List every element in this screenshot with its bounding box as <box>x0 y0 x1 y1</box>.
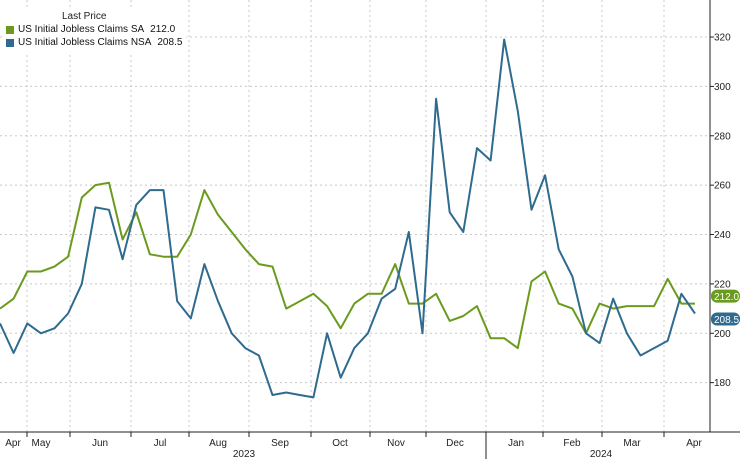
x-tick-label: Mar <box>623 438 641 449</box>
year-label-2023: 2023 <box>233 449 256 459</box>
year-label-2024: 2024 <box>590 449 613 459</box>
y-axis: 180 200 220 240 260 280 300 320 <box>710 33 731 389</box>
x-tick-label: Sep <box>271 438 289 449</box>
y-tick-label: 200 <box>714 329 731 340</box>
x-tick-label: Jun <box>92 438 108 449</box>
x-tick-label: Feb <box>563 438 581 449</box>
legend-value-sa: 212.0 <box>150 24 176 35</box>
last-value-text: 208.5 <box>714 315 739 326</box>
last-value-tag-nsa: 208.5 <box>711 312 740 326</box>
legend-swatch-sa <box>6 25 14 34</box>
y-tick-label: 320 <box>714 33 731 44</box>
y-tick-label: 280 <box>714 131 731 142</box>
last-value-bg <box>711 289 740 303</box>
y-tick-label: 300 <box>714 82 731 93</box>
y-tick-label: 260 <box>714 181 731 192</box>
legend: Last Price US Initial Jobless Claims SA … <box>4 8 187 52</box>
x-tick-label: Apr <box>686 438 702 449</box>
gridlines <box>0 0 710 432</box>
legend-label-nsa: US Initial Jobless Claims NSA <box>18 37 152 48</box>
x-tick-label: May <box>32 438 51 449</box>
y-tick-label: 180 <box>714 378 731 389</box>
legend-label-sa: US Initial Jobless Claims SA <box>18 24 145 35</box>
x-tick-label: Aug <box>209 438 227 449</box>
x-tick-label: Dec <box>446 438 464 449</box>
legend-title: Last Price <box>62 11 107 22</box>
last-value-labels: 212.0 208.5 <box>711 289 740 326</box>
legend-item-sa: US Initial Jobless Claims SA 212.0 <box>6 23 182 36</box>
legend-item-nsa: US Initial Jobless Claims NSA 208.5 <box>6 36 182 49</box>
y-tick-label: 240 <box>714 230 731 241</box>
x-tick-label: Jul <box>154 438 167 449</box>
last-value-tag-sa: 212.0 <box>711 289 740 303</box>
x-axis: Apr May Jun Jul Aug Sep Oct Nov Dec Jan Feb Mar Apr 2… <box>5 432 702 459</box>
last-value-bg <box>711 312 740 326</box>
series-line-sa <box>0 181 695 350</box>
y-tick-label: 220 <box>714 279 731 290</box>
x-tick-label: Jan <box>508 438 524 449</box>
series-lines <box>0 38 696 399</box>
x-tick-label: Nov <box>387 438 405 449</box>
legend-swatch-nsa <box>6 38 14 47</box>
legend-value-nsa: 208.5 <box>157 37 183 48</box>
series-line-nsa <box>0 38 696 399</box>
x-tick-label: Apr <box>5 438 21 449</box>
last-value-text: 212.0 <box>714 292 739 303</box>
x-tick-label: Oct <box>332 438 348 449</box>
